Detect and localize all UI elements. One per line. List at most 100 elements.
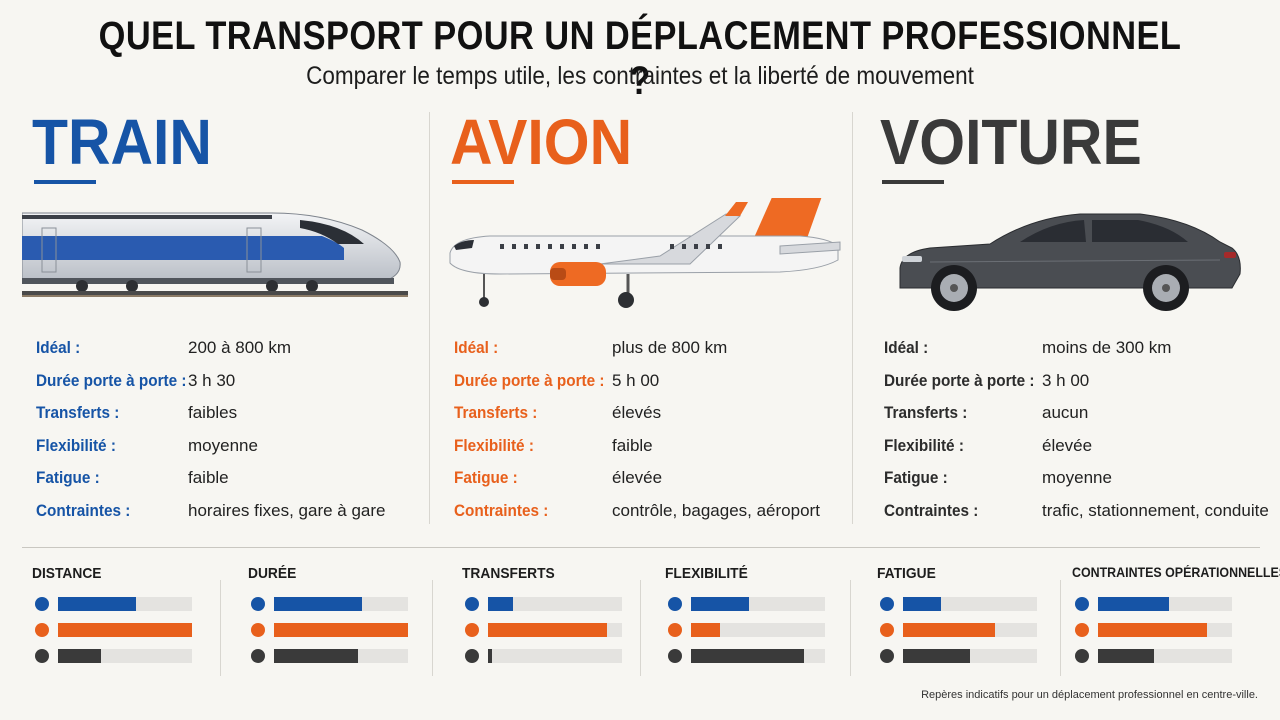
- airplane-icon: [449, 198, 841, 308]
- spec-row: Transferts : élevés: [454, 397, 864, 430]
- bar-track: [274, 649, 408, 663]
- legend-dot-avion: [35, 623, 49, 637]
- spec-row: Fatigue : faible: [36, 462, 436, 495]
- legend-dot-train: [465, 597, 479, 611]
- spec-row: Transferts : aucun: [884, 397, 1280, 430]
- metric-bar-avion: [32, 623, 222, 637]
- spec-value: trafic, stationnement, conduite: [1042, 500, 1269, 520]
- metric-group: DURÉE: [248, 560, 438, 670]
- metric-bar-avion: [1072, 623, 1262, 637]
- legend-dot-avion: [880, 623, 894, 637]
- bar-fill: [274, 649, 359, 663]
- spec-row: Fatigue : moyenne: [884, 462, 1280, 495]
- metric-bar-voiture: [1072, 649, 1262, 663]
- spec-value: 200 à 800 km: [188, 338, 292, 358]
- metric-bar-voiture: [32, 649, 222, 663]
- spec-value: élevée: [612, 468, 663, 488]
- metric-bar-avion: [665, 623, 855, 637]
- spec-label: Flexibilité :: [36, 435, 116, 455]
- bar-track: [1098, 623, 1232, 637]
- legend-dot-train: [880, 597, 894, 611]
- bar-track: [488, 649, 622, 663]
- bar-fill: [1098, 597, 1170, 611]
- bar-fill: [58, 623, 192, 637]
- bar-fill: [1098, 623, 1207, 637]
- bar-track: [274, 623, 408, 637]
- spec-row: Idéal : plus de 800 km: [454, 332, 864, 365]
- bar-track: [691, 623, 825, 637]
- legend-dot-voiture: [668, 649, 682, 663]
- spec-label: Transferts :: [884, 403, 968, 423]
- spec-value: élevés: [612, 403, 662, 423]
- spec-row: Durée porte à porte : 3 h 00: [884, 365, 1280, 398]
- spec-label: Contraintes :: [884, 500, 979, 520]
- legend-dot-avion: [668, 623, 682, 637]
- legend-dot-train: [35, 597, 49, 611]
- spec-value: moyenne: [1042, 468, 1112, 488]
- bar-fill: [58, 649, 101, 663]
- spec-row: Contraintes : horaires fixes, gare à gare: [36, 495, 436, 528]
- avion-specs: Idéal : plus de 800 km Durée porte à port…: [454, 332, 864, 527]
- voiture-column: VOITURE Idéal : moins de 300 km Durée por…: [870, 110, 1270, 525]
- spec-label: Durée porte à porte :: [36, 370, 187, 390]
- spec-label: Fatigue :: [36, 468, 100, 488]
- bar-track: [488, 623, 622, 637]
- spec-value: plus de 800 km: [612, 338, 728, 358]
- metric-group: DISTANCE: [32, 560, 222, 670]
- mode-underline-avion: [452, 180, 514, 184]
- spec-label: Durée porte à porte :: [454, 370, 605, 390]
- bar-fill: [274, 623, 408, 637]
- metric-bar-train: [877, 597, 1067, 611]
- train-specs: Idéal : 200 à 800 km Durée porte à porte …: [36, 332, 436, 527]
- bar-track: [691, 597, 825, 611]
- bar-fill: [903, 597, 941, 611]
- metric-title: TRANSFERTS: [462, 565, 555, 582]
- metric-group: FATIGUE: [877, 560, 1067, 670]
- column-divider: [852, 112, 853, 524]
- spec-row: Flexibilité : faible: [454, 430, 864, 463]
- spec-row: Flexibilité : moyenne: [36, 430, 436, 463]
- metric-bar-train: [248, 597, 438, 611]
- section-divider: [22, 547, 1260, 548]
- spec-label: Fatigue :: [454, 468, 518, 488]
- bar-track: [1098, 597, 1232, 611]
- spec-label: Idéal :: [884, 338, 929, 358]
- spec-label: Contraintes :: [454, 500, 549, 520]
- metric-bar-avion: [877, 623, 1067, 637]
- bar-track: [1098, 649, 1232, 663]
- bar-fill: [58, 597, 136, 611]
- mode-title-voiture: VOITURE: [880, 106, 1142, 178]
- legend-dot-voiture: [35, 649, 49, 663]
- metric-title: DURÉE: [248, 565, 297, 582]
- spec-value: moins de 300 km: [1042, 338, 1172, 358]
- mode-title-avion: AVION: [450, 106, 633, 178]
- bar-track: [58, 649, 192, 663]
- metric-bar-avion: [248, 623, 438, 637]
- legend-dot-avion: [1075, 623, 1089, 637]
- metric-bar-voiture: [248, 649, 438, 663]
- metric-bar-train: [1072, 597, 1262, 611]
- spec-label: Idéal :: [36, 338, 81, 358]
- footnote: Repères indicatifs pour un déplacement p…: [921, 689, 1258, 701]
- spec-value: moyenne: [188, 435, 258, 455]
- metric-title: FLEXIBILITÉ: [665, 565, 748, 582]
- spec-value: 3 h 00: [1042, 370, 1090, 390]
- legend-dot-avion: [251, 623, 265, 637]
- legend-dot-voiture: [251, 649, 265, 663]
- metric-group: FLEXIBILITÉ: [665, 560, 855, 670]
- mode-underline-voiture: [882, 180, 944, 184]
- spec-row: Contraintes : trafic, stationnement, cond…: [884, 495, 1280, 528]
- bar-fill: [691, 649, 804, 663]
- metric-group: CONTRAINTES OPÉRATIONNELLES: [1072, 560, 1280, 670]
- spec-row: Flexibilité : élevée: [884, 430, 1280, 463]
- bar-track: [58, 597, 192, 611]
- voiture-specs: Idéal : moins de 300 km Durée porte à por…: [884, 332, 1280, 527]
- legend-dot-train: [668, 597, 682, 611]
- spec-label: Transferts :: [454, 403, 538, 423]
- legend-dot-voiture: [880, 649, 894, 663]
- bar-track: [488, 597, 622, 611]
- spec-label: Contraintes :: [36, 500, 131, 520]
- spec-label: Fatigue :: [884, 468, 948, 488]
- bar-fill: [903, 623, 996, 637]
- metric-bar-voiture: [462, 649, 652, 663]
